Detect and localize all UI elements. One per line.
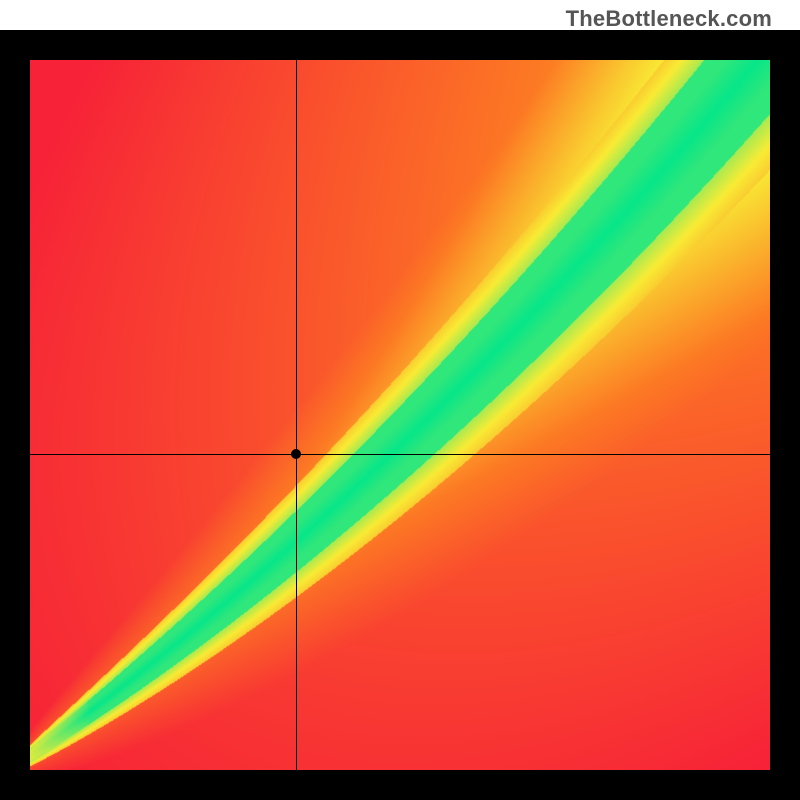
watermark-text: TheBottleneck.com: [566, 6, 772, 32]
chart-container: TheBottleneck.com: [0, 0, 800, 800]
crosshair-horizontal: [30, 454, 770, 455]
bottleneck-heatmap: [30, 60, 770, 770]
crosshair-vertical: [296, 60, 297, 770]
